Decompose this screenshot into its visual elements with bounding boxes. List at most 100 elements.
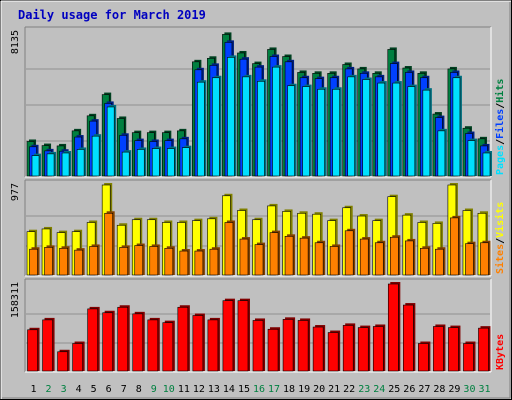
bar-sites	[254, 242, 266, 276]
bar-sites-face	[164, 247, 174, 276]
day-23-bars	[357, 214, 371, 276]
day-25-bars	[387, 194, 401, 276]
legend-hits: Hits	[494, 79, 506, 103]
day-1-bars	[26, 139, 42, 177]
day-6-bars	[101, 183, 115, 276]
bar-sites-face	[224, 222, 234, 276]
bar-kbytes-face	[282, 319, 294, 372]
day-18-bars	[282, 317, 296, 372]
day-5-bars	[87, 306, 100, 372]
legend-sites: Sites	[494, 244, 506, 274]
day-label: 9	[151, 384, 157, 395]
day-label: 12	[193, 384, 205, 395]
bar-pages-face	[407, 86, 416, 177]
bar-kbytes	[252, 318, 266, 372]
day-label: 8	[136, 384, 142, 395]
bar-sites-face	[359, 238, 369, 276]
bar-pages-face	[482, 152, 491, 177]
day-label: 23	[358, 384, 370, 395]
day-label: 7	[121, 384, 127, 395]
bar-kbytes-face	[357, 327, 369, 372]
day-label: 5	[91, 384, 97, 395]
bar-kbytes-face	[237, 300, 249, 372]
legend-separator: /	[495, 103, 506, 109]
bar-kbytes	[102, 310, 115, 372]
day-15-bars	[237, 298, 250, 372]
bar-pages-face	[347, 76, 356, 177]
bar-sites-face	[314, 242, 324, 276]
day-label: 6	[106, 384, 112, 395]
bar-pages	[317, 87, 327, 177]
day-label: 1	[31, 384, 37, 395]
bar-pages-face	[197, 81, 205, 177]
day-27-bars	[417, 220, 431, 276]
bar-kbytes	[42, 317, 55, 372]
bar-sites-face	[149, 246, 159, 276]
bar-pages-face	[332, 88, 340, 177]
day-5-bars	[86, 220, 100, 276]
bar-kbytes	[342, 323, 356, 372]
day-6-bars	[101, 92, 117, 177]
day-label: 2	[46, 384, 52, 395]
chart-title: Daily usage for March 2019	[18, 8, 206, 22]
bar-sites-face	[435, 248, 444, 276]
side-legend: Pages/Files/Hits	[494, 79, 506, 175]
bar-sites-face	[89, 246, 98, 276]
day-21-bars	[327, 71, 342, 177]
day-3-bars	[56, 230, 70, 276]
day-label: 4	[76, 384, 82, 395]
bar-kbytes	[357, 325, 371, 372]
day-23-bars	[357, 66, 372, 177]
bar-pages	[61, 150, 72, 177]
day-30-bars	[462, 208, 476, 276]
bar-pages	[482, 150, 492, 177]
bar-pages	[422, 88, 432, 177]
day-27-bars	[418, 341, 431, 372]
day-label: 31	[478, 384, 490, 395]
day-label: 11	[178, 384, 190, 395]
bar-pages	[212, 75, 222, 177]
bar-kbytes	[222, 298, 235, 372]
day-label: 30	[463, 384, 475, 395]
day-13-bars	[207, 216, 220, 276]
bar-pages	[302, 84, 312, 177]
side-legend-text: Pages/Files/Hits	[494, 79, 506, 175]
bar-kbytes	[282, 317, 296, 372]
bar-kbytes-face	[403, 304, 414, 372]
bar-pages-face	[182, 147, 190, 177]
day-4-bars	[71, 229, 85, 276]
day-label: 26	[403, 384, 415, 395]
day-3-bars	[57, 349, 70, 372]
day-30-bars	[463, 341, 476, 372]
bar-sites-face	[344, 230, 354, 276]
day-label: 20	[313, 384, 325, 395]
bar-pages	[121, 150, 132, 177]
day-27-bars	[417, 71, 432, 177]
bar-pages	[151, 146, 162, 177]
day-17-bars	[267, 203, 281, 276]
day-15-bars	[237, 208, 250, 276]
bar-pages	[46, 151, 57, 177]
bar-pages	[182, 145, 192, 177]
bar-kbytes-face	[87, 308, 98, 372]
legend-kbytes: KBytes	[495, 334, 506, 370]
day-22-bars	[342, 62, 357, 177]
day-17-bars	[267, 327, 281, 372]
bar-pages-face	[136, 149, 145, 177]
legend-pages: Pages	[495, 145, 506, 175]
bar-pages-face	[467, 140, 476, 177]
day-31-bars	[477, 136, 492, 177]
bar-kbytes-face	[162, 322, 174, 372]
day-label: 24	[373, 384, 385, 395]
bar-kbytes	[433, 324, 446, 372]
day-label: 22	[343, 384, 355, 395]
day-8-bars	[132, 311, 145, 372]
bar-sites	[119, 245, 130, 276]
day-22-bars	[342, 205, 356, 276]
day-label: 15	[238, 384, 250, 395]
day-7-bars	[116, 223, 130, 276]
day-19-bars	[297, 211, 311, 276]
bar-pages	[106, 104, 117, 177]
day-28-bars	[433, 324, 446, 372]
day-11-bars	[177, 128, 192, 177]
